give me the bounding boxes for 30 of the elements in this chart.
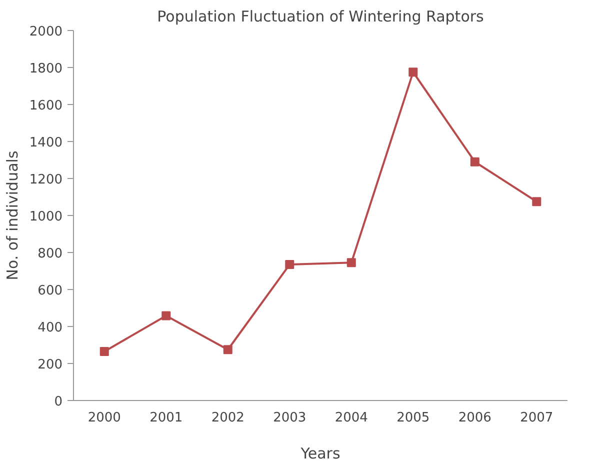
point <box>470 157 480 166</box>
y-tick-label: 1400 <box>29 136 63 150</box>
y-tick-label: 1600 <box>29 98 63 114</box>
point <box>223 345 232 354</box>
point <box>408 68 418 77</box>
point <box>346 258 356 268</box>
chart-title: Population Fluctuation of Wintering Raptors <box>157 8 484 26</box>
y-axis-title: No. of individuals <box>3 150 22 280</box>
x-tick-label: 2005 <box>396 410 430 426</box>
x-tick-label: 2007 <box>520 410 554 426</box>
y-tick-label: 1200 <box>29 172 63 188</box>
point <box>100 346 109 356</box>
x-tick-label: 2002 <box>211 410 244 426</box>
y-tick-label: 400 <box>38 320 63 336</box>
x-tick-label: 2003 <box>273 410 306 426</box>
y-tick-label: 800 <box>38 246 63 262</box>
x-axis-title: Years <box>300 444 340 462</box>
x-tick-label: 2001 <box>150 410 183 426</box>
x-tick-label: 2004 <box>334 410 368 426</box>
y-tick-label: 1000 <box>29 210 63 224</box>
y-tick-label: 2000 <box>29 24 63 40</box>
y-tick-label: 0 <box>54 394 63 410</box>
y-tick-label: 1800 <box>29 62 63 76</box>
y-tick-label: 200 <box>38 358 63 372</box>
x-tick-label: 2006 <box>458 410 492 426</box>
point <box>285 260 294 270</box>
point <box>532 197 542 206</box>
point <box>162 311 171 320</box>
y-tick-label: 600 <box>38 284 63 298</box>
x-tick-label: 2000 <box>88 410 121 426</box>
